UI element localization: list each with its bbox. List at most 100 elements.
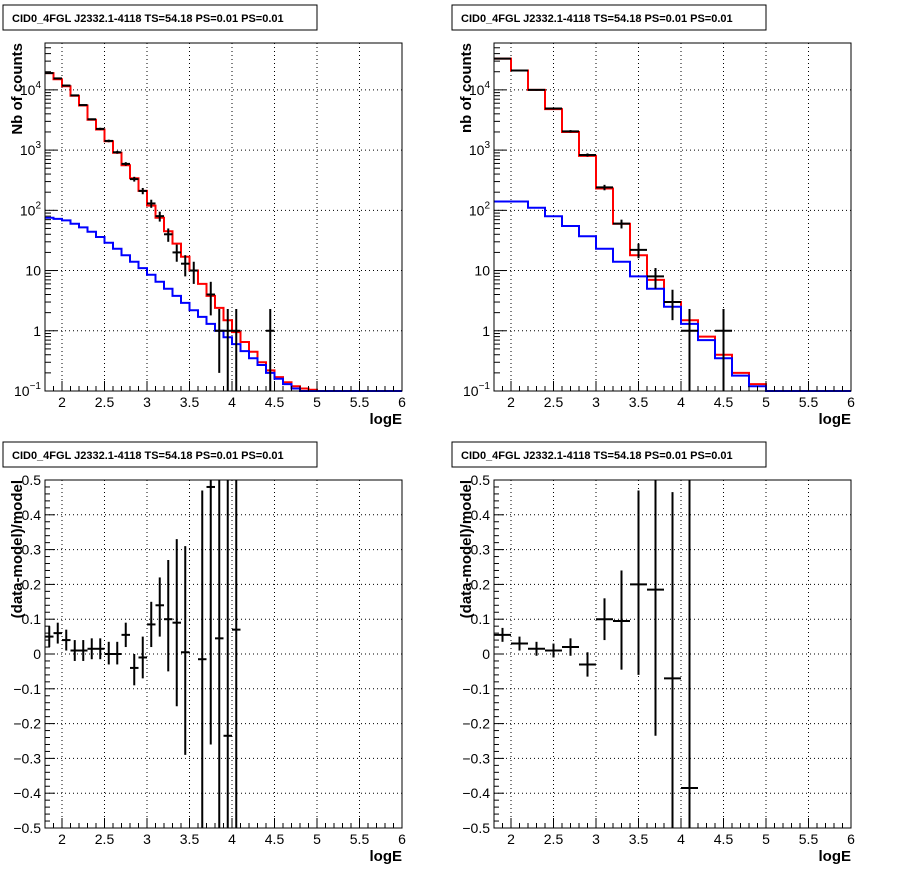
data-point [172,539,181,707]
data-point [232,480,241,828]
data-point [715,308,732,391]
data-point [579,153,596,157]
x-tick-label: 2 [58,394,66,410]
data-point [70,640,79,661]
data-point [62,629,71,651]
x-tick-label: 3.5 [180,394,200,410]
x-tick-label: 5.5 [799,394,819,410]
chart-title: CID0_4FGL J2332.1-4118 TS=54.18 PS=0.01 … [461,13,733,25]
data-point [562,130,579,133]
data-point [121,622,130,648]
data-point [164,560,173,672]
x-tick-label: 6 [398,394,406,410]
y-tick-label: 1 [33,323,41,339]
y-tick-label: 0.5 [471,472,491,488]
y-tick-label: −0.1 [462,681,490,697]
data-point [647,268,664,289]
data-point [87,638,96,660]
x-tick-label: 3 [143,831,151,847]
data-point [138,187,147,195]
x-tick-label: 2 [58,831,66,847]
data-point [79,640,88,661]
chart-title: CID0_4FGL J2332.1-4118 TS=54.18 PS=0.01 … [12,13,284,25]
y-tick-label: 10 [25,263,41,279]
data-point [155,211,164,222]
x-tick-label: 4 [228,394,236,410]
x-tick-label: 3 [592,394,600,410]
x-tick-label: 5 [762,394,770,410]
y-tick-label: 104 [469,80,491,98]
data-point [664,492,681,828]
data-point [79,104,88,107]
y-tick-label: 10 [474,263,490,279]
x-tick-label: 4.5 [265,831,285,847]
data-point [215,308,224,373]
x-axis-label: logE [370,411,403,428]
x-tick-label: 5 [313,394,321,410]
grid [45,43,402,391]
x-tick-label: 4 [677,394,685,410]
data-point [130,654,139,686]
data-point [494,57,511,60]
data-point [113,150,122,154]
data-point [62,84,71,87]
data-point [45,72,54,75]
data-point [96,127,105,131]
x-axis-label: logE [819,411,852,428]
data-point [630,490,647,675]
data-point [113,641,122,665]
chart-svg: CID0_4FGL J2332.1-4118 TS=54.18 PS=0.01 … [451,441,855,865]
y-tick-label: 10−1 [14,381,41,399]
data-point [206,281,215,316]
x-tick-label: 3.5 [629,394,649,410]
y-tick-label: −0.1 [13,681,41,697]
x-tick-label: 4 [228,831,236,847]
data-point [104,641,113,665]
data-point [138,636,147,679]
y-tick-label: 0.5 [22,472,42,488]
data-point [147,199,156,208]
x-tick-label: 2.5 [95,831,115,847]
data-point [96,638,105,660]
y-axis-label: Nb of counts [9,43,26,135]
y-tick-label: 0.2 [471,576,491,592]
y-axis-label: (data-model)/model [9,480,26,618]
x-tick-label: 6 [398,831,406,847]
data-point [545,643,562,658]
grid [45,480,402,828]
title-box: CID0_4FGL J2332.1-4118 TS=54.18 PS=0.01 … [2,441,318,468]
chart-title: CID0_4FGL J2332.1-4118 TS=54.18 PS=0.01 … [12,450,284,462]
data-point [53,622,62,644]
x-tick-label: 6 [847,831,855,847]
chart-title: CID0_4FGL J2332.1-4118 TS=54.18 PS=0.01 … [461,450,733,462]
data-point [494,627,511,642]
data-point [545,107,562,110]
data-point [613,570,630,670]
x-axis-label: logE [819,848,852,865]
data-point [206,480,215,745]
data-point [562,638,579,656]
data-point [266,308,275,391]
y-tick-label: 1 [482,323,490,339]
plot-frame [44,479,403,829]
data-point [223,480,232,828]
data-point [528,641,545,656]
y-tick-label: 0 [33,646,41,662]
x-axis-label: logE [370,848,403,865]
x-tick-label: 5.5 [350,394,370,410]
residual-plot-right: CID0_4FGL J2332.1-4118 TS=54.18 PS=0.01 … [449,437,898,874]
data-point [130,176,139,182]
y-tick-label: 0 [482,646,490,662]
chart-svg: CID0_4FGL J2332.1-4118 TS=54.18 PS=0.01 … [2,4,406,428]
model-source-line [45,216,402,392]
x-tick-label: 5.5 [350,831,370,847]
x-tick-label: 5 [762,831,770,847]
x-tick-label: 4.5 [714,831,734,847]
y-tick-label: −0.2 [462,716,490,732]
data-point [164,228,173,242]
y-tick-label: 102 [20,200,42,218]
y-tick-label: 0.4 [22,507,42,523]
data-point [511,636,528,651]
x-tick-label: 3 [143,394,151,410]
y-tick-label: 103 [469,140,491,158]
